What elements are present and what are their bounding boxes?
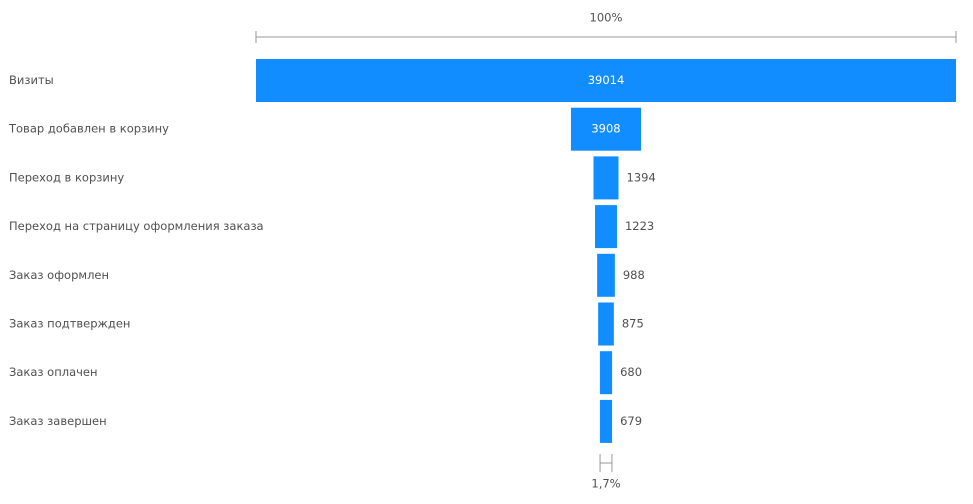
category-label: Переход в корзину — [9, 170, 124, 184]
value-label: 39014 — [588, 73, 625, 87]
percent-label: 100% — [590, 11, 623, 25]
bar — [570, 107, 642, 151]
category-label: Переход на страницу оформления заказа — [9, 219, 264, 233]
bar — [599, 399, 613, 443]
value-label: 1223 — [625, 219, 654, 233]
bar — [593, 156, 619, 200]
category-label: Товар добавлен в корзину — [8, 122, 169, 136]
value-label: 679 — [620, 414, 642, 428]
category-label: Визиты — [9, 73, 54, 87]
value-label: 680 — [620, 365, 642, 379]
value-label: 988 — [623, 268, 645, 282]
bar — [256, 59, 956, 102]
percent-label: 1,7% — [591, 477, 620, 491]
value-label: 3908 — [591, 122, 620, 136]
category-label: Заказ завершен — [9, 414, 107, 428]
value-label: 1394 — [627, 170, 656, 184]
bar — [597, 253, 615, 297]
percent-bracket — [255, 31, 957, 43]
percent-bracket — [599, 454, 613, 472]
category-label: Заказ оформлен — [9, 268, 109, 282]
bar — [599, 351, 613, 395]
bar — [598, 302, 614, 346]
value-label: 875 — [622, 317, 644, 331]
category-label: Заказ оплачен — [9, 365, 98, 379]
bar — [595, 205, 617, 249]
category-label: Заказ подтвержден — [9, 317, 130, 331]
